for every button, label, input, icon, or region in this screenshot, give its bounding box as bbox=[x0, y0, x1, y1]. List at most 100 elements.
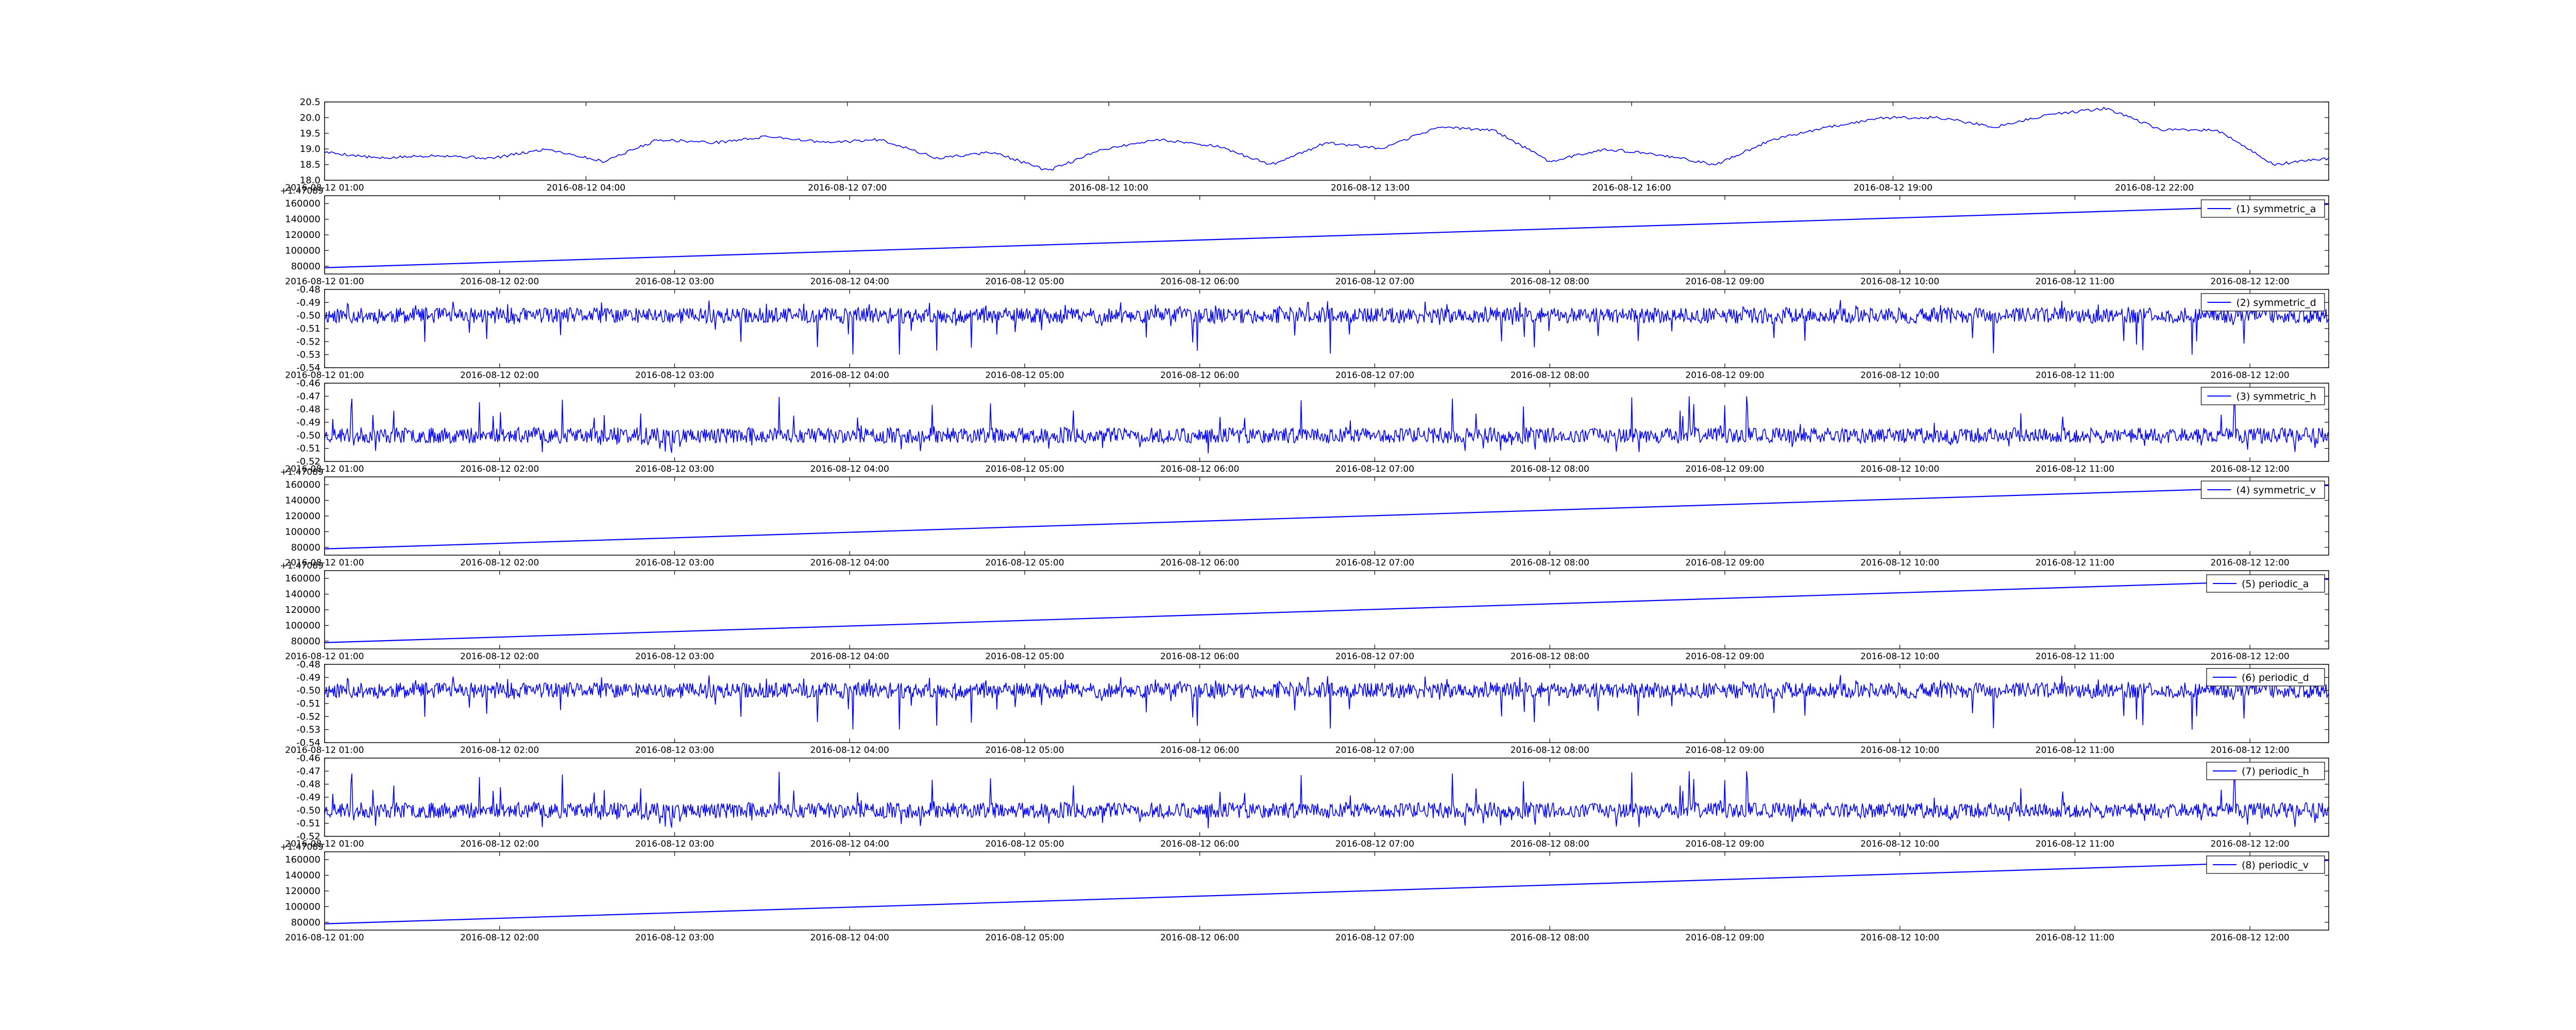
x-tick-label: 2016-08-12 02:00 bbox=[460, 745, 539, 756]
x-tick-label: 2016-08-12 10:00 bbox=[1860, 651, 1939, 662]
x-tick-label: 2016-08-12 09:00 bbox=[1685, 277, 1764, 287]
axis-offset-text: +1.47089 bbox=[280, 186, 324, 196]
y-tick-label: 19.0 bbox=[300, 144, 320, 154]
x-tick-label: 2016-08-12 09:00 bbox=[1685, 933, 1764, 943]
x-tick-label: 2016-08-12 04:00 bbox=[810, 839, 889, 849]
x-tick-label: 2016-08-12 03:00 bbox=[635, 933, 714, 943]
y-tick-label: -0.48 bbox=[296, 284, 320, 295]
x-tick-label: 2016-08-12 01:00 bbox=[285, 558, 364, 568]
x-tick-label: 2016-08-12 11:00 bbox=[2036, 277, 2114, 287]
y-tick-label: 140000 bbox=[285, 495, 320, 506]
x-tick-label: 2016-08-12 06:00 bbox=[1160, 651, 1239, 662]
x-tick-label: 2016-08-12 05:00 bbox=[985, 745, 1064, 756]
x-tick-label: 2016-08-12 09:00 bbox=[1685, 370, 1764, 381]
x-tick-label: 2016-08-12 08:00 bbox=[1511, 745, 1589, 756]
y-tick-label: -0.52 bbox=[296, 711, 320, 722]
x-tick-label: 2016-08-12 07:00 bbox=[1335, 745, 1414, 756]
x-tick-label: 2016-08-12 02:00 bbox=[460, 464, 539, 474]
x-tick-label: 2016-08-12 01:00 bbox=[285, 183, 364, 193]
series-line bbox=[324, 771, 2329, 829]
x-tick-label: 2016-08-12 03:00 bbox=[635, 651, 714, 662]
x-tick-label: 2016-08-12 04:00 bbox=[810, 558, 889, 568]
x-tick-label: 2016-08-12 02:00 bbox=[460, 277, 539, 287]
y-tick-label: -0.49 bbox=[296, 297, 320, 308]
x-tick-label: 2016-08-12 01:00 bbox=[285, 933, 364, 943]
x-tick-label: 2016-08-12 11:00 bbox=[2036, 933, 2114, 943]
x-tick-label: 2016-08-12 12:00 bbox=[2211, 370, 2290, 381]
x-tick-label: 2016-08-12 09:00 bbox=[1685, 558, 1764, 568]
legend: (6) periodic_d bbox=[2206, 668, 2325, 686]
x-tick-label: 2016-08-12 01:00 bbox=[285, 651, 364, 662]
x-tick-label: 2016-08-12 11:00 bbox=[2036, 370, 2114, 381]
y-tick-label: -0.51 bbox=[296, 443, 320, 454]
x-tick-label: 2016-08-12 04:00 bbox=[810, 464, 889, 474]
x-tick-label: 2016-08-12 11:00 bbox=[2036, 558, 2114, 568]
x-tick-label: 2016-08-12 05:00 bbox=[985, 839, 1064, 849]
x-tick-label: 2016-08-12 01:00 bbox=[285, 277, 364, 287]
x-tick-label: 2016-08-12 05:00 bbox=[985, 464, 1064, 474]
x-tick-label: 2016-08-12 10:00 bbox=[1070, 183, 1148, 193]
x-tick-label: 2016-08-12 07:00 bbox=[1335, 839, 1414, 849]
legend: (7) periodic_h bbox=[2206, 762, 2325, 780]
x-tick-label: 2016-08-12 12:00 bbox=[2211, 464, 2290, 474]
legend: (5) periodic_a bbox=[2206, 574, 2325, 593]
series-line bbox=[324, 396, 2329, 454]
y-tick-label: -0.48 bbox=[296, 404, 320, 415]
y-tick-label: 160000 bbox=[285, 573, 320, 584]
legend-label: (2) symmetric_d bbox=[2236, 297, 2316, 308]
x-tick-label: 2016-08-12 06:00 bbox=[1160, 933, 1239, 943]
y-tick-label: 140000 bbox=[285, 589, 320, 600]
x-tick-label: 2016-08-12 09:00 bbox=[1685, 839, 1764, 849]
plot-frame bbox=[324, 101, 2329, 181]
legend-label: (3) symmetric_h bbox=[2236, 391, 2316, 402]
x-tick-label: 2016-08-12 10:00 bbox=[1860, 464, 1939, 474]
y-tick-label: 120000 bbox=[285, 230, 320, 241]
series-line bbox=[324, 107, 2329, 171]
x-tick-label: 2016-08-12 04:00 bbox=[810, 651, 889, 662]
subplot-7: -0.54 -0.53 -0.52 -0.51 -0.50 -0.49 -0.48 2016-… bbox=[285, 659, 2329, 756]
x-tick-label: 2016-08-12 10:00 bbox=[1860, 839, 1939, 849]
x-tick-label: 2016-08-12 01:00 bbox=[285, 745, 364, 756]
x-tick-label: 2016-08-12 06:00 bbox=[1160, 277, 1239, 287]
x-tick-label: 2016-08-12 07:00 bbox=[1335, 464, 1414, 474]
y-tick-label: -0.46 bbox=[296, 378, 320, 389]
y-tick-label: -0.52 bbox=[296, 456, 320, 467]
x-tick-label: 2016-08-12 12:00 bbox=[2211, 745, 2290, 756]
legend: (4) symmetric_v bbox=[2200, 480, 2325, 499]
y-tick-label: 20.5 bbox=[300, 97, 320, 108]
x-tick-label: 2016-08-12 05:00 bbox=[985, 277, 1064, 287]
y-tick-label: 20.0 bbox=[300, 112, 320, 123]
axis-offset-text: +1.47089 bbox=[280, 467, 324, 477]
y-tick-label: 80000 bbox=[291, 917, 320, 928]
y-tick-label: -0.53 bbox=[296, 725, 320, 735]
x-tick-label: 2016-08-12 09:00 bbox=[1685, 464, 1764, 474]
x-tick-label: 2016-08-12 12:00 bbox=[2211, 933, 2290, 943]
legend-label: (6) periodic_d bbox=[2242, 672, 2309, 683]
x-tick-label: 2016-08-12 01:00 bbox=[285, 370, 364, 381]
x-tick-label: 2016-08-12 04:00 bbox=[547, 183, 625, 193]
y-tick-label: -0.50 bbox=[296, 685, 320, 696]
x-tick-label: 2016-08-12 04:00 bbox=[810, 370, 889, 381]
subplot-5: 80000 100000 120000 140000 160000 2016-08-12 … bbox=[280, 467, 2329, 568]
y-tick-label: -0.51 bbox=[296, 698, 320, 709]
x-tick-label: 2016-08-12 04:00 bbox=[810, 745, 889, 756]
y-tick-label: -0.53 bbox=[296, 350, 320, 360]
y-tick-label: 160000 bbox=[285, 198, 320, 209]
legend: (2) symmetric_d bbox=[2200, 293, 2325, 312]
y-tick-label: 80000 bbox=[291, 636, 320, 647]
y-tick-label: -0.50 bbox=[296, 311, 320, 321]
series-line bbox=[324, 485, 2329, 550]
x-tick-label: 2016-08-12 03:00 bbox=[635, 370, 714, 381]
x-tick-label: 2016-08-12 08:00 bbox=[1511, 558, 1589, 568]
x-tick-label: 2016-08-12 22:00 bbox=[2115, 183, 2194, 193]
x-tick-label: 2016-08-12 12:00 bbox=[2211, 651, 2290, 662]
legend: (1) symmetric_a bbox=[2200, 199, 2325, 218]
series-line bbox=[324, 675, 2329, 730]
y-tick-label: -0.50 bbox=[296, 430, 320, 441]
x-tick-label: 2016-08-12 06:00 bbox=[1160, 370, 1239, 381]
y-tick-label: 140000 bbox=[285, 214, 320, 225]
y-tick-label: -0.52 bbox=[296, 336, 320, 347]
x-tick-label: 2016-08-12 03:00 bbox=[635, 464, 714, 474]
x-tick-label: 2016-08-12 06:00 bbox=[1160, 558, 1239, 568]
